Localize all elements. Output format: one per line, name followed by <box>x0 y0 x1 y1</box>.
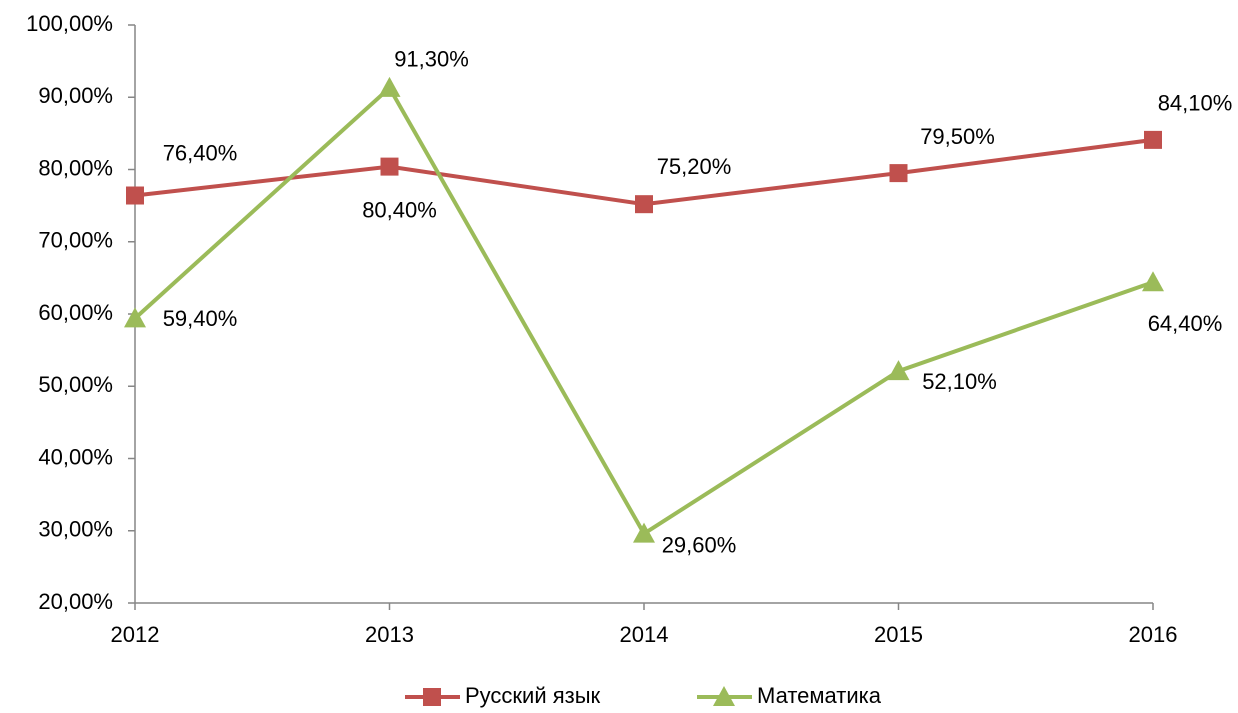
point <box>423 688 441 706</box>
point <box>380 157 399 176</box>
y-tick-label: 90,00% <box>38 83 113 108</box>
y-tick-label: 50,00% <box>38 372 113 397</box>
x-tick-label: 2016 <box>1129 622 1178 647</box>
point <box>889 164 908 183</box>
point <box>378 76 401 97</box>
data-label: 91,30% <box>394 47 469 72</box>
data-label: 29,60% <box>662 532 737 557</box>
x-tick-label: 2014 <box>620 622 669 647</box>
point <box>126 186 144 205</box>
point <box>887 360 910 381</box>
data-label: 75,20% <box>657 154 732 179</box>
data-label: 84,10% <box>1158 91 1233 116</box>
point <box>635 195 653 214</box>
legend-label: Русский язык <box>465 683 601 708</box>
point <box>1142 271 1164 292</box>
legend-label: Математика <box>757 683 882 708</box>
y-tick-label: 40,00% <box>38 444 113 469</box>
line <box>134 137 1154 207</box>
y-tick-label: 60,00% <box>38 300 113 325</box>
point <box>124 307 146 328</box>
y-tick-label: 80,00% <box>38 155 113 180</box>
data-label: 52,10% <box>922 369 997 394</box>
y-tick-label: 20,00% <box>38 589 113 614</box>
point <box>633 522 655 543</box>
point <box>1144 130 1162 149</box>
x-tick-label: 2012 <box>111 622 160 647</box>
point <box>713 686 735 706</box>
y-tick-label: 70,00% <box>38 228 113 253</box>
x-tick-label: 2015 <box>874 622 923 647</box>
y-tick-label: 30,00% <box>38 517 113 542</box>
data-label: 79,50% <box>920 124 995 149</box>
line <box>133 84 1154 537</box>
data-label: 59,40% <box>163 306 238 331</box>
y-tick-label: 100,00% <box>26 11 113 36</box>
data-label: 76,40% <box>163 140 238 165</box>
x-tick-label: 2013 <box>365 622 414 647</box>
data-label: 80,40% <box>362 197 437 222</box>
data-label: 64,40% <box>1148 311 1223 336</box>
